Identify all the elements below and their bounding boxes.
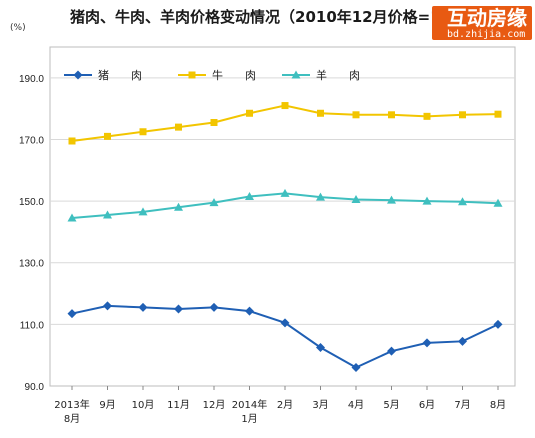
series-3 <box>67 188 503 222</box>
data-point <box>280 188 290 197</box>
data-point <box>174 304 183 314</box>
data-point <box>245 306 254 316</box>
data-point <box>104 132 111 140</box>
series-1 <box>67 301 503 373</box>
data-point <box>68 137 76 145</box>
x-tick-label: 2月 <box>277 399 293 411</box>
gridlines <box>50 77 515 325</box>
watermark-background <box>432 6 532 40</box>
plot-border <box>49 46 516 387</box>
data-point <box>459 111 466 119</box>
x-tick-label: 8月 <box>490 399 506 411</box>
data-point <box>245 191 254 200</box>
x-tick-label: 1月 <box>241 413 257 425</box>
series-line <box>71 192 499 220</box>
x-tick-label: 8月 <box>64 413 80 425</box>
x-tick-label: 6月 <box>419 399 435 411</box>
chart-title: 猪肉、牛肉、羊肉价格变动情况（2010年12月价格=100） <box>69 8 477 26</box>
data-point <box>209 302 219 312</box>
data-point <box>280 318 290 328</box>
series-layer <box>67 102 503 373</box>
x-tick-label: 7月 <box>454 399 470 411</box>
y-tick-label: 130.0 <box>19 259 44 270</box>
x-tick-label: 2014年 <box>232 398 267 411</box>
x-axis: 2013年 8月 9月 10月 11月 12月 2014年 1月 2月 3月 4月 5月 6月 7月 8月 <box>54 386 506 425</box>
data-point <box>423 112 431 120</box>
data-point <box>494 110 502 118</box>
data-point <box>387 195 396 204</box>
x-tick-label: 10月 <box>132 399 155 411</box>
legend-item-3: 羊 肉 <box>282 68 360 82</box>
watermark-brand: 互动房缘 <box>447 6 527 30</box>
legend-label: 羊 肉 <box>316 68 360 82</box>
legend-marker <box>291 70 301 79</box>
data-point <box>316 342 325 352</box>
y-tick-label: 170.0 <box>19 135 44 146</box>
x-tick-label: 3月 <box>312 399 328 411</box>
data-point <box>352 111 360 119</box>
watermark-url: bd.zhijia.com <box>447 29 525 40</box>
data-point <box>281 102 289 110</box>
data-point <box>316 192 325 201</box>
legend-marker <box>73 70 83 80</box>
data-point <box>317 109 324 117</box>
series-2 <box>68 102 502 145</box>
plot-area <box>49 46 516 387</box>
data-point <box>351 363 361 373</box>
data-point <box>210 119 218 127</box>
data-point <box>493 319 503 329</box>
y-axis: 90.0 110.0 130.0 150.0 170.0 190.0 <box>19 74 44 393</box>
series-line <box>71 104 499 142</box>
x-tick-label: 11月 <box>167 399 190 411</box>
unit-label: (%) <box>10 23 26 33</box>
x-tick-label: 4月 <box>348 399 364 411</box>
y-tick-label: 90.0 <box>25 382 45 393</box>
data-point <box>422 338 432 348</box>
data-point <box>458 336 467 346</box>
y-tick-label: 150.0 <box>19 197 44 208</box>
watermark: 互动房缘 bd.zhijia.com <box>432 6 532 40</box>
data-point <box>493 198 503 207</box>
data-point <box>422 196 432 205</box>
data-point <box>103 210 112 219</box>
data-point <box>138 207 148 216</box>
data-point <box>103 301 112 311</box>
data-point <box>67 213 77 222</box>
x-tick-label: 12月 <box>203 399 226 411</box>
x-tick-label: 2013年 <box>54 398 89 411</box>
data-point <box>351 195 361 204</box>
legend-item-2: 牛 肉 <box>178 68 256 82</box>
legend-label: 猪 肉 <box>98 69 142 82</box>
legend-marker <box>188 71 196 79</box>
data-point <box>139 128 147 136</box>
data-point <box>387 346 396 356</box>
y-tick-label: 110.0 <box>20 320 45 331</box>
data-point <box>388 111 395 119</box>
x-tick-label: 9月 <box>99 399 115 411</box>
legend-item-1: 猪 肉 <box>64 69 142 82</box>
legend: 猪 肉牛 肉羊 肉 <box>64 68 360 82</box>
series-line <box>71 304 499 369</box>
data-point <box>174 202 183 211</box>
data-point <box>138 302 148 312</box>
data-point <box>67 309 77 319</box>
data-point <box>175 123 182 131</box>
legend-label: 牛 肉 <box>212 68 256 82</box>
x-tick-label: 5月 <box>383 399 399 411</box>
data-point <box>209 198 219 207</box>
data-point <box>246 109 253 117</box>
data-point <box>458 197 467 206</box>
y-tick-label: 190.0 <box>19 74 44 85</box>
